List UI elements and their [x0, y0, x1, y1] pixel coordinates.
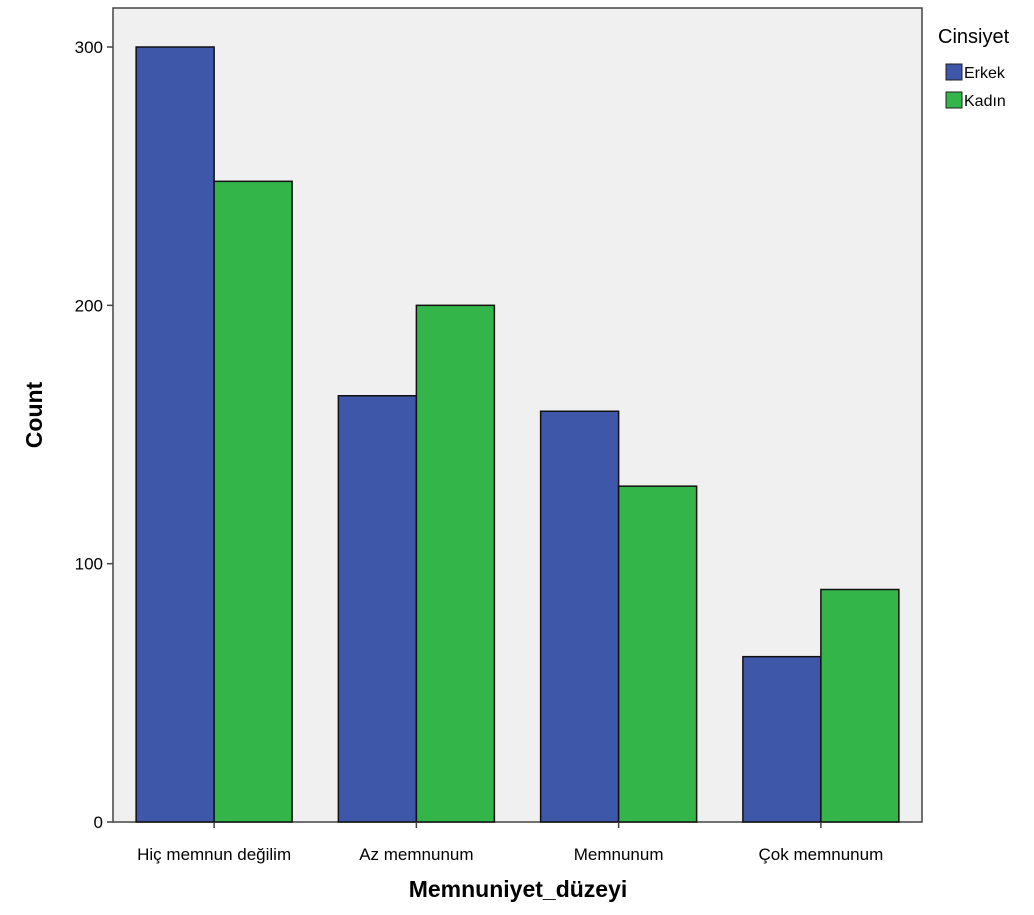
y-axis: 0 100 200 300	[75, 38, 113, 832]
y-tick-label: 100	[75, 555, 103, 574]
legend-label-kadin: Kadın	[964, 93, 1006, 110]
bar-erkek-3	[742, 655, 822, 823]
x-axis-title: Memnuniyet_düzeyi	[409, 876, 628, 902]
y-tick-label: 200	[75, 296, 103, 315]
legend-swatch-kadin	[945, 91, 963, 109]
x-axis: Hiç memnun değilim Az memnunum Memnunum Çok…	[137, 822, 883, 864]
bar-erkek-0	[135, 46, 215, 823]
legend: Cinsiyet Erkek Kadın	[938, 26, 1010, 110]
y-tick-label: 0	[94, 813, 103, 832]
bar-erkek-2	[539, 410, 620, 823]
bar-kadn-0	[213, 180, 293, 823]
y-axis-title: Count	[21, 381, 47, 448]
x-tick-label: Hiç memnun değilim	[137, 845, 291, 864]
bar-kadn-3	[820, 588, 900, 823]
x-tick-label: Memnunum	[574, 845, 664, 864]
bar-kadn-1	[415, 304, 496, 823]
x-tick-label: Çok memnunum	[759, 845, 884, 864]
bar-erkek-1	[337, 395, 418, 823]
bars-layer	[135, 46, 900, 823]
x-tick-label: Az memnunum	[359, 845, 473, 864]
y-tick-label: 300	[75, 38, 103, 57]
legend-swatch-erkek	[945, 63, 963, 81]
legend-title: Cinsiyet	[938, 26, 1010, 48]
bar-kadn-2	[617, 485, 698, 823]
legend-label-erkek: Erkek	[964, 65, 1006, 82]
